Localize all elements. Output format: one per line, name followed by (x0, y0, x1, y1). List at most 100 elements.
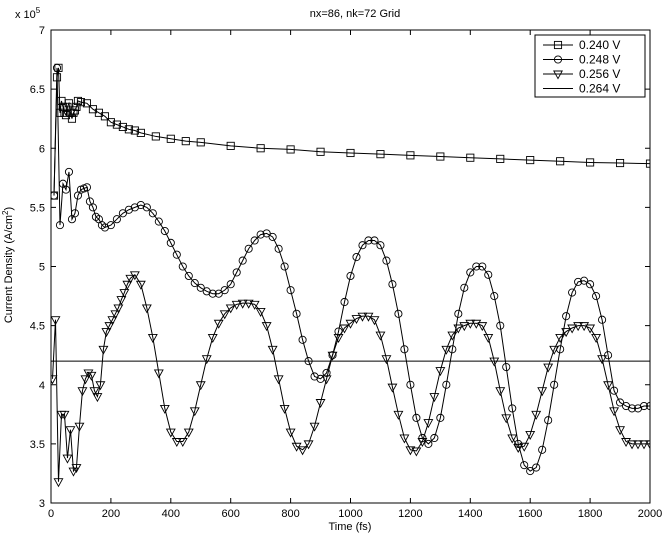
data-point (51, 375, 58, 385)
data-point (381, 355, 392, 365)
data-point (64, 167, 74, 176)
data-point (106, 118, 115, 127)
data-point (627, 440, 637, 450)
data-point (364, 236, 373, 245)
data-point (86, 371, 97, 381)
data-point (243, 299, 254, 309)
data-point (424, 439, 433, 448)
y-tick-label: 5.5 (30, 202, 45, 214)
data-point (110, 310, 121, 320)
data-point (490, 292, 499, 301)
data-point (376, 150, 385, 159)
data-point (195, 381, 206, 391)
data-point (370, 236, 379, 245)
data-point (89, 387, 100, 397)
data-point (107, 316, 118, 326)
data-point (261, 322, 272, 332)
data-point (113, 304, 124, 314)
data-point (298, 335, 307, 344)
data-point (327, 351, 338, 361)
data-point (478, 262, 487, 271)
data-point (441, 345, 452, 355)
data-point (346, 271, 355, 281)
data-point (466, 153, 475, 162)
data-point (616, 398, 625, 407)
data-point (333, 334, 344, 343)
data-point (166, 134, 175, 143)
data-point (550, 380, 559, 389)
data-point (459, 322, 470, 332)
data-point (394, 309, 403, 318)
plot-area: 0 200 400 600 800 1000 1200 1400 1600 1800 2000 3 3.… (30, 25, 662, 520)
data-point (273, 375, 284, 385)
data-point (80, 375, 91, 385)
data-point (483, 334, 494, 343)
data-point (51, 191, 59, 200)
data-point (72, 102, 81, 111)
legend: 0.240 V0.248 V0.256 V0.264 V (534, 34, 646, 98)
data-point (562, 312, 571, 321)
data-point (74, 422, 85, 432)
legend-marker (553, 40, 563, 50)
data-point (442, 380, 451, 389)
data-point (346, 148, 355, 158)
data-point (73, 96, 83, 105)
data-point (537, 387, 548, 397)
data-point (184, 271, 193, 281)
data-point (226, 141, 235, 150)
data-point (645, 440, 650, 450)
data-point (513, 443, 524, 453)
data-point (496, 321, 505, 330)
data-point (92, 393, 103, 403)
data-point (358, 241, 367, 250)
legend-label: 0.256 V (579, 67, 620, 81)
data-point (183, 428, 194, 438)
legend-entry: 0.264 V (543, 82, 620, 96)
data-point (556, 157, 565, 166)
data-point (166, 238, 175, 247)
data-point (125, 274, 136, 284)
data-point (116, 296, 127, 306)
data-point (112, 120, 121, 129)
data-point (136, 128, 145, 137)
data-point (573, 322, 584, 332)
x-tick-label: 1000 (338, 508, 362, 520)
data-point (567, 324, 578, 334)
data-point (321, 375, 332, 385)
data-point (190, 279, 199, 288)
data-point (603, 381, 614, 391)
data-point (532, 463, 541, 472)
y-tick-label: 4 (39, 380, 45, 392)
data-point (435, 367, 446, 377)
data-point (454, 309, 463, 318)
data-point (645, 159, 650, 168)
x-tick-label: 1200 (398, 508, 422, 520)
data-point (568, 288, 577, 297)
data-point (586, 158, 595, 167)
data-point (393, 410, 404, 420)
data-point (544, 416, 553, 425)
y-tick-label: 4.5 (30, 321, 45, 333)
data-point (352, 252, 361, 262)
data-point (100, 112, 109, 121)
data-point (256, 144, 265, 153)
data-point (214, 289, 223, 298)
data-point (220, 286, 229, 295)
y-tick-label: 7 (39, 25, 45, 37)
data-point (52, 63, 62, 72)
data-point (88, 203, 97, 212)
data-point (62, 454, 73, 464)
data-point (520, 461, 529, 470)
data-point (369, 316, 380, 326)
x-tick-label: 800 (281, 508, 299, 520)
data-point (447, 331, 458, 341)
data-point (460, 283, 469, 292)
data-point (213, 319, 224, 329)
data-point (616, 158, 625, 168)
data-point (154, 217, 163, 226)
data-point (165, 428, 176, 438)
legend-label: 0.248 V (579, 53, 620, 67)
y-exponent-base: x 10 (15, 9, 36, 21)
data-point (55, 221, 65, 230)
legend-entry: 0.248 V (543, 53, 620, 67)
